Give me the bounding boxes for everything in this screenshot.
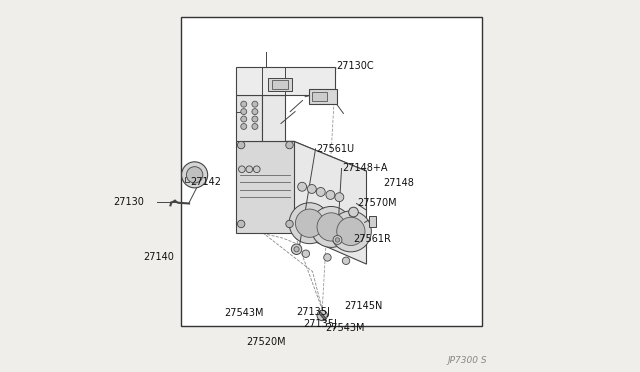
Text: 27145N: 27145N (344, 301, 383, 311)
Polygon shape (262, 95, 285, 141)
Circle shape (289, 203, 330, 244)
Circle shape (310, 206, 351, 247)
Text: 27520M: 27520M (246, 337, 286, 347)
Circle shape (186, 167, 203, 183)
Polygon shape (186, 177, 189, 182)
Bar (180, 17, 482, 326)
Circle shape (349, 207, 358, 217)
Text: 27561R: 27561R (353, 234, 391, 244)
Circle shape (252, 101, 258, 107)
Circle shape (291, 244, 302, 254)
Polygon shape (189, 169, 195, 179)
Circle shape (241, 116, 246, 122)
Bar (369, 216, 376, 227)
Circle shape (253, 166, 260, 173)
Circle shape (246, 166, 253, 173)
Circle shape (335, 193, 344, 202)
Circle shape (252, 124, 258, 129)
Polygon shape (236, 67, 335, 95)
Circle shape (326, 190, 335, 199)
Circle shape (241, 109, 246, 115)
Polygon shape (236, 95, 262, 141)
Circle shape (335, 238, 340, 242)
Circle shape (286, 220, 293, 228)
Circle shape (317, 310, 328, 321)
Circle shape (316, 187, 325, 196)
Text: 27148: 27148 (383, 178, 414, 188)
Text: 27561U: 27561U (316, 144, 355, 154)
Circle shape (252, 116, 258, 122)
Circle shape (239, 166, 245, 173)
Text: 27543M: 27543M (326, 323, 365, 333)
Circle shape (324, 254, 331, 261)
Text: 27130: 27130 (113, 197, 145, 206)
Circle shape (252, 109, 258, 115)
Polygon shape (294, 141, 367, 264)
Bar (312, 92, 326, 101)
Circle shape (241, 124, 246, 129)
Bar (271, 80, 289, 89)
Circle shape (241, 101, 246, 107)
Circle shape (298, 182, 307, 191)
Circle shape (286, 141, 293, 149)
Circle shape (294, 247, 299, 252)
Text: 27148+A: 27148+A (342, 163, 388, 173)
Text: 27543M: 27543M (225, 308, 264, 318)
Bar (268, 78, 292, 91)
Circle shape (342, 257, 349, 264)
Polygon shape (309, 89, 337, 104)
Text: 27135J: 27135J (303, 319, 337, 328)
Circle shape (237, 220, 245, 228)
Circle shape (337, 217, 365, 246)
Circle shape (302, 250, 310, 257)
Text: JP7300 S: JP7300 S (448, 356, 488, 365)
Circle shape (330, 211, 371, 252)
Circle shape (307, 185, 316, 193)
Circle shape (182, 162, 207, 188)
Text: 27140: 27140 (143, 252, 174, 262)
Circle shape (333, 235, 342, 244)
Text: 27142: 27142 (191, 177, 221, 187)
Circle shape (237, 141, 245, 149)
Text: 27135J: 27135J (296, 307, 330, 317)
Circle shape (317, 213, 346, 241)
Polygon shape (236, 141, 367, 171)
Text: 27130C: 27130C (337, 61, 374, 71)
Text: 27570M: 27570M (357, 198, 397, 208)
Polygon shape (236, 141, 294, 232)
Circle shape (296, 209, 324, 237)
